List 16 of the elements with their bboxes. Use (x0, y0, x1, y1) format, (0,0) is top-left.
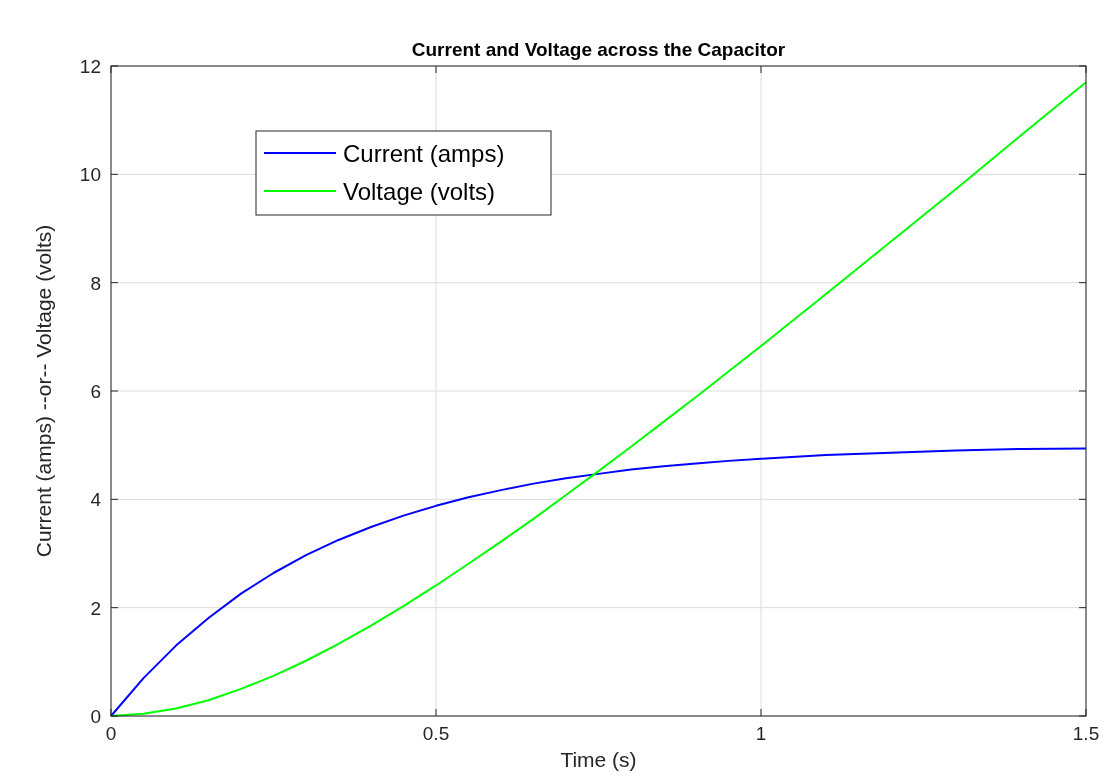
x-tick-label: 0.5 (422, 723, 450, 744)
legend-label: Current (amps) (343, 140, 505, 167)
y-tick-label: 10 (79, 164, 101, 186)
x-tick-label: 0 (105, 723, 117, 744)
y-tick-label: 2 (90, 597, 101, 619)
y-tick-label: 4 (90, 489, 102, 511)
x-tick-label: 1.5 (1072, 723, 1100, 744)
y-tick-label: 8 (90, 272, 101, 294)
y-axis-title: Current (amps) --or-- Voltage (volts) (32, 224, 55, 558)
y-tick-label: 0 (90, 706, 101, 727)
x-axis-title: Time (s) (560, 748, 637, 771)
legend-label: Voltage (volts) (343, 178, 496, 205)
y-tick-label: 6 (90, 381, 101, 402)
y-tick-label: 12 (79, 56, 101, 77)
chart-title: Current and Voltage across the Capacitor (411, 39, 786, 60)
x-tick-label: 1 (755, 723, 767, 744)
